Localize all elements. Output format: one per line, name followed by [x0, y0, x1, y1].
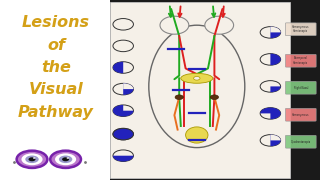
Text: Quadrantanopia: Quadrantanopia [291, 140, 311, 144]
Wedge shape [123, 83, 133, 95]
Text: of: of [47, 38, 65, 53]
Ellipse shape [149, 25, 245, 148]
Ellipse shape [205, 16, 234, 34]
Circle shape [55, 153, 76, 165]
Text: the: the [41, 60, 71, 75]
Wedge shape [113, 156, 133, 161]
Wedge shape [260, 108, 281, 119]
Text: Right Nasal: Right Nasal [294, 86, 308, 90]
Wedge shape [270, 54, 281, 65]
Circle shape [21, 153, 43, 165]
FancyBboxPatch shape [285, 81, 316, 94]
Wedge shape [270, 135, 281, 140]
Circle shape [50, 151, 81, 168]
Bar [0, 0, 110, 180]
Text: Homonymous
Hemianopia: Homonymous Hemianopia [292, 25, 309, 33]
Circle shape [113, 128, 133, 140]
Circle shape [175, 95, 183, 100]
Text: Lesions: Lesions [22, 15, 90, 30]
Circle shape [25, 156, 39, 163]
FancyBboxPatch shape [285, 135, 316, 148]
FancyBboxPatch shape [285, 108, 316, 121]
Wedge shape [113, 62, 123, 73]
Wedge shape [113, 105, 133, 116]
Circle shape [67, 157, 69, 159]
Text: Pathway: Pathway [18, 105, 94, 120]
Bar [110, 2, 290, 178]
Circle shape [210, 95, 219, 100]
Circle shape [194, 76, 200, 80]
Wedge shape [270, 27, 281, 32]
Circle shape [62, 157, 69, 161]
Circle shape [59, 156, 72, 163]
Ellipse shape [160, 16, 189, 34]
Circle shape [28, 157, 36, 161]
Text: Visual: Visual [28, 82, 84, 97]
Wedge shape [270, 86, 281, 92]
Wedge shape [270, 27, 281, 38]
Ellipse shape [186, 127, 208, 143]
FancyBboxPatch shape [285, 54, 316, 67]
FancyBboxPatch shape [285, 23, 316, 36]
Wedge shape [123, 83, 133, 89]
Text: Homonymous: Homonymous [292, 113, 309, 117]
Circle shape [17, 151, 47, 168]
Ellipse shape [181, 73, 213, 83]
Circle shape [33, 157, 36, 159]
Text: Bitemporal
Hemianopia: Bitemporal Hemianopia [293, 56, 308, 65]
Wedge shape [270, 135, 281, 146]
